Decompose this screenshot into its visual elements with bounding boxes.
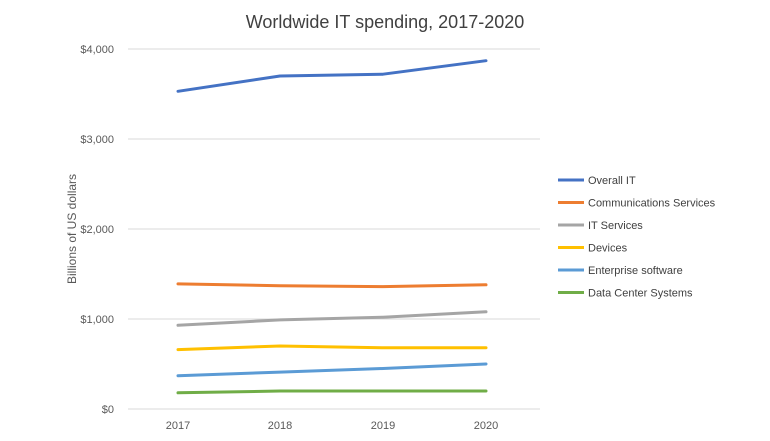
y-axis-title: Billions of US dollars	[65, 174, 79, 284]
series-lines	[176, 59, 488, 395]
gridlines	[128, 48, 540, 410]
y-tick-label: $4,000	[80, 44, 114, 56]
chart-title: Worldwide IT spending, 2017-2020	[246, 12, 525, 32]
y-tick-label: $0	[102, 404, 114, 416]
series-line-overall-it	[176, 59, 488, 93]
x-tick-label: 2017	[166, 420, 190, 432]
y-tick-label: $2,000	[80, 224, 114, 236]
x-tick-label: 2020	[474, 420, 498, 432]
legend-label-overall-it: Overall IT	[588, 175, 636, 187]
x-tick-label: 2019	[371, 420, 395, 432]
y-tick-label: $1,000	[80, 314, 114, 326]
series-line-enterprise-software	[176, 362, 488, 378]
series-line-it-services	[176, 310, 488, 327]
series-line-devices	[176, 344, 488, 352]
legend-label-communications-services: Communications Services	[588, 198, 716, 210]
legend-label-enterprise-software: Enterprise software	[588, 265, 683, 277]
series-line-communications-services	[176, 282, 488, 289]
legend-label-devices: Devices	[588, 243, 628, 255]
legend-label-it-services: IT Services	[588, 220, 643, 232]
x-tick-label: 2018	[268, 420, 292, 432]
x-axis-ticks: 2017 2018 2019 2020	[166, 420, 498, 432]
legend-label-data-center-systems: Data Center Systems	[588, 288, 693, 300]
y-axis-ticks: $0 $1,000 $2,000 $3,000 $4,000	[80, 44, 114, 416]
series-line-data-center-systems	[176, 389, 488, 395]
legend: Overall IT Communications Services IT Serv…	[558, 175, 716, 300]
y-tick-label: $3,000	[80, 134, 114, 146]
